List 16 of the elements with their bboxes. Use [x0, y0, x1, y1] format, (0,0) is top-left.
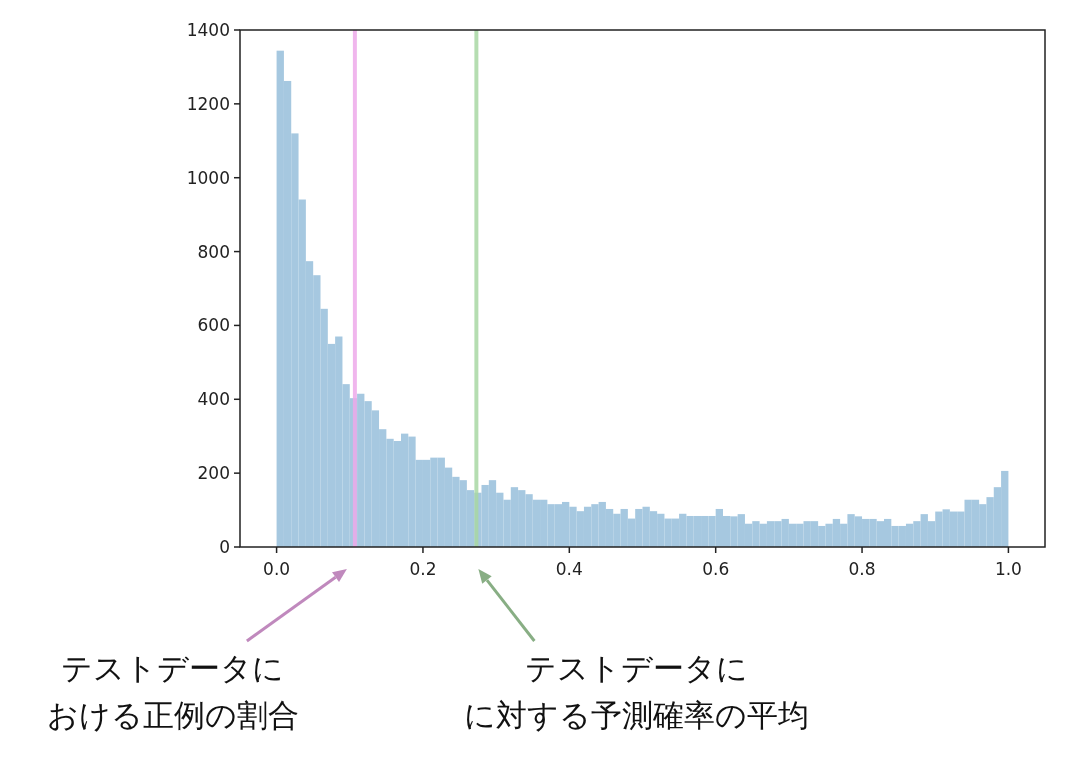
y-tick-label: 1400 [186, 20, 230, 40]
y-tick-label: 200 [197, 463, 230, 484]
y-tick-label: 600 [197, 315, 230, 336]
text: テストデータにおける正例の割合 [46, 650, 299, 733]
x-tick-label: 0.6 [702, 559, 730, 579]
x-tick-label: 0.4 [555, 559, 583, 579]
x-tick-label: 0.8 [848, 559, 876, 579]
y-tick-label: 800 [197, 241, 230, 262]
y-tick-label: 0 [219, 537, 230, 557]
x-tick-label: 0.0 [263, 559, 291, 579]
y-tick-label: 400 [197, 389, 230, 410]
y-tick-label: 1000 [186, 167, 230, 188]
x-tick-label: 1.0 [994, 559, 1022, 579]
x-tick-label: 0.2 [409, 559, 437, 579]
y-tick-label: 1200 [186, 93, 230, 114]
text: テストデータにに対する予測確率の平均 [463, 650, 809, 733]
